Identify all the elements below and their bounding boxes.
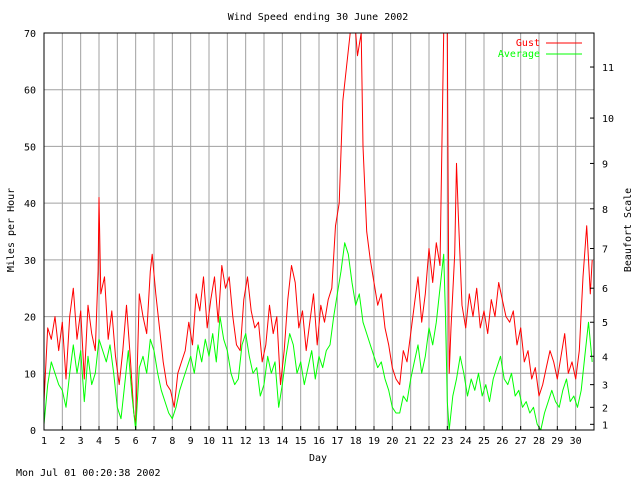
beaufort-tick-label: 10: [602, 114, 614, 125]
x-tick-label: 10: [203, 436, 215, 447]
x-tick-label: 21: [405, 436, 417, 447]
x-tick-label: 9: [188, 436, 194, 447]
beaufort-tick-label: 4: [602, 352, 608, 363]
x-tick-label: 12: [240, 436, 252, 447]
series-line-average: [43, 242, 593, 431]
beaufort-tick-label: 9: [602, 159, 608, 170]
x-tick-label: 6: [133, 436, 139, 447]
beaufort-tick-label: 8: [602, 205, 608, 216]
x-tick-label: 8: [169, 436, 175, 447]
x-tick-label: 13: [258, 436, 270, 447]
beaufort-tick-label: 5: [602, 318, 608, 329]
x-tick-label: 14: [276, 436, 288, 447]
x-tick-label: 27: [515, 436, 527, 447]
x-tick-label: 4: [96, 436, 102, 447]
y-tick-label: 10: [24, 369, 36, 380]
chart-title: Wind Speed ending 30 June 2002: [228, 12, 409, 23]
x-tick-label: 23: [441, 436, 453, 447]
x-tick-label: 16: [313, 436, 325, 447]
x-tick-label: 22: [423, 436, 435, 447]
legend-label-gust: Gust: [516, 38, 540, 49]
x-tick-label: 24: [460, 436, 472, 447]
x-tick-label: 29: [551, 436, 563, 447]
y-tick-label: 70: [24, 29, 36, 40]
y-axis-ticks: 0 10 20 30 40 50 60 70: [24, 29, 36, 437]
timestamp-footer: Mon Jul 01 00:20:38 2002: [16, 468, 161, 479]
beaufort-axis-ticks: 1 2 3 4 5 6 7 8 9 10 11: [590, 63, 614, 431]
x-tick-label: 15: [295, 436, 307, 447]
x-tick-label: 25: [478, 436, 490, 447]
y-tick-label: 60: [24, 86, 36, 97]
x-tick-label: 5: [114, 436, 120, 447]
x-axis-ticks: 1 2 3 4 5 6 7 8 9 10 11 12 13 14 15 16 17 18 19 20 21 22 23 24 2…: [41, 426, 582, 447]
y-tick-label: 50: [24, 142, 36, 153]
beaufort-tick-label: 6: [602, 284, 608, 295]
x-tick-label: 3: [78, 436, 84, 447]
beaufort-axis-label: Beaufort Scale: [623, 188, 634, 272]
x-tick-label: 2: [59, 436, 65, 447]
x-tick-label: 1: [41, 436, 47, 447]
series-layer: [43, 32, 593, 431]
y-tick-label: 30: [24, 256, 36, 267]
y-axis-label: Miles per Hour: [6, 188, 17, 272]
x-axis-label: Day: [309, 453, 327, 464]
beaufort-tick-label: 11: [602, 63, 614, 74]
beaufort-tick-label: 3: [602, 381, 608, 392]
x-tick-label: 30: [570, 436, 582, 447]
x-tick-label: 26: [496, 436, 508, 447]
y-tick-label: 40: [24, 199, 36, 210]
x-tick-label: 18: [350, 436, 362, 447]
x-tick-label: 20: [386, 436, 398, 447]
y-tick-label: 20: [24, 313, 36, 324]
legend-label-average: Average: [498, 49, 540, 60]
x-tick-label: 11: [221, 436, 233, 447]
x-tick-label: 28: [533, 436, 545, 447]
beaufort-tick-label: 7: [602, 245, 608, 256]
y-tick-label: 0: [30, 426, 36, 437]
x-tick-label: 17: [331, 436, 343, 447]
beaufort-tick-label: 2: [602, 403, 608, 414]
beaufort-tick-label: 1: [602, 420, 608, 431]
x-tick-label: 19: [368, 436, 380, 447]
x-tick-label: 7: [151, 436, 157, 447]
